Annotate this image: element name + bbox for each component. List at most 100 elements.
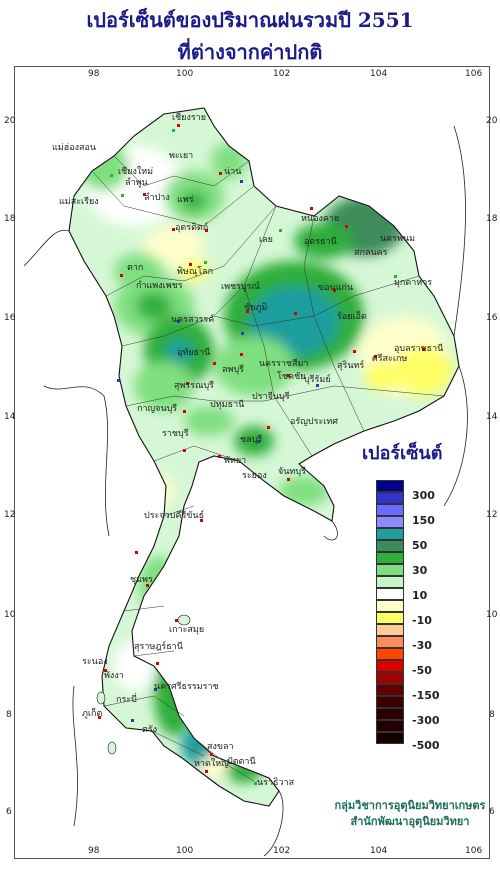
legend-swatch bbox=[376, 648, 404, 660]
legend-swatch bbox=[376, 720, 404, 732]
legend-label: -150 bbox=[412, 689, 440, 702]
place-label: นครสวรรค์ bbox=[171, 313, 214, 325]
place-label: นครพนม bbox=[380, 234, 415, 244]
legend-label: 150 bbox=[412, 514, 435, 527]
legend-colorbar bbox=[376, 480, 404, 744]
place-label: กำแพงเพชร bbox=[136, 280, 183, 291]
legend-swatch bbox=[376, 660, 404, 672]
legend-swatch bbox=[376, 708, 404, 720]
lat-tick-right-16: 16 bbox=[486, 313, 498, 323]
place-label: ลำปาง bbox=[144, 192, 170, 203]
legend-swatch bbox=[376, 696, 404, 708]
place-label: อรัญประเทศ bbox=[290, 417, 338, 427]
lat-tick-left-12: 12 bbox=[4, 510, 16, 520]
place-label: เชียงราย bbox=[172, 112, 206, 123]
place-label: ราชบุรี bbox=[162, 428, 189, 439]
place-label: ขอนแก่น bbox=[318, 283, 353, 293]
place-label: ปัตตานี bbox=[227, 756, 256, 767]
credit-line1: กลุ่มวิชาการอุตุนิยมวิทยาเกษตร bbox=[334, 799, 486, 812]
lat-tick-left-20: 20 bbox=[4, 116, 16, 126]
lat-tick-left-14: 14 bbox=[4, 412, 16, 422]
place-label: กาญจนบุรี bbox=[137, 403, 177, 414]
lat-tick-right-14: 14 bbox=[486, 412, 498, 422]
place-label: ภูเก็ต bbox=[82, 706, 102, 719]
lat-tick-right-8: 8 bbox=[489, 710, 495, 720]
lat-tick-right-12: 12 bbox=[486, 510, 498, 520]
place-label: มุกดาหาร bbox=[394, 278, 432, 288]
legend-swatch bbox=[376, 732, 404, 744]
lat-tick-right-6: 6 bbox=[489, 807, 495, 817]
place-labels: เชียงราย แม่ฮ่องสอน เชียงใหม่ ลำพูน พะเย… bbox=[52, 112, 443, 788]
place-label: น่าน bbox=[224, 167, 241, 177]
province-boundaries bbox=[91, 155, 445, 782]
lat-tick-left-10: 10 bbox=[4, 610, 16, 620]
legend-label: 30 bbox=[412, 564, 428, 577]
lat-tick-right-10: 10 bbox=[486, 610, 498, 620]
legend-label: -10 bbox=[412, 614, 432, 627]
legend-swatch bbox=[376, 624, 404, 636]
place-label: ลำพูน bbox=[125, 177, 148, 188]
legend-label: -30 bbox=[412, 639, 432, 652]
legend-label: -500 bbox=[412, 739, 440, 752]
place-label: อุดรธานี bbox=[304, 236, 337, 247]
place-label: อุตรดิตถ์ bbox=[175, 221, 208, 233]
islands bbox=[96, 614, 191, 755]
lon-tick-top-102: 102 bbox=[273, 69, 291, 79]
legend-labels: 300 150 50 30 10 -10 -30 -50 -150 -300 -… bbox=[412, 485, 440, 756]
neighbour-boundaries bbox=[23, 125, 468, 857]
legend-label: 10 bbox=[412, 589, 428, 602]
legend-swatch bbox=[376, 540, 404, 552]
legend-title: เปอร์เซ็นต์ bbox=[362, 443, 443, 464]
place-label: สุราษฎร์ธานี bbox=[134, 640, 183, 652]
place-label: พิษณุโลก bbox=[177, 266, 213, 277]
lon-tick-top-100: 100 bbox=[176, 69, 194, 79]
lat-tick-right-18: 18 bbox=[486, 214, 498, 224]
place-label: หาดใหญ่ bbox=[194, 758, 229, 769]
lat-tick-left-8: 8 bbox=[6, 710, 12, 720]
place-label: แม่สะเรียง bbox=[59, 196, 99, 207]
place-label: ระยอง bbox=[242, 471, 267, 481]
lat-tick-left-16: 16 bbox=[4, 313, 16, 323]
legend-swatch bbox=[376, 600, 404, 612]
legend-swatch bbox=[376, 684, 404, 696]
place-label: ร้อยเอ็ด bbox=[337, 309, 367, 322]
place-label: พะเยา bbox=[169, 151, 193, 161]
lat-tick-left-6: 6 bbox=[6, 807, 12, 817]
place-label: สุรินทร์ bbox=[337, 359, 364, 371]
place-label: ศรีสะเกษ bbox=[372, 353, 407, 364]
place-label: โชคชัย bbox=[277, 371, 305, 382]
place-label: นราธิวาส bbox=[257, 777, 295, 788]
legend-swatch bbox=[376, 492, 404, 504]
legend-swatch bbox=[376, 528, 404, 540]
lon-tick-top-98: 98 bbox=[88, 69, 100, 79]
place-label: เกาะสมุย bbox=[169, 625, 204, 635]
legend-swatch bbox=[376, 480, 404, 492]
legend-swatch bbox=[376, 636, 404, 648]
place-label: ปราจีนบุรี bbox=[252, 391, 290, 402]
map-title-line1: เปอร์เซ็นต์ของปริมาณฝนรวมปี 2551 bbox=[86, 8, 414, 32]
place-label: อุบลราชธานี bbox=[394, 343, 443, 354]
legend-swatch bbox=[376, 516, 404, 528]
place-label: สุพรรณบุรี bbox=[174, 380, 214, 391]
place-label: ระนอง bbox=[82, 657, 108, 667]
place-label: ชุมพร bbox=[130, 575, 153, 585]
place-label: หนองคาย bbox=[301, 214, 339, 224]
place-label: ตาก bbox=[127, 263, 143, 273]
place-label: นครราชสีมา bbox=[259, 358, 308, 369]
place-label: พัทยา bbox=[224, 456, 246, 466]
place-label: บุรีรัมย์ bbox=[304, 373, 331, 385]
place-label: ประจวบคีรีขันธ์ bbox=[144, 509, 204, 521]
legend-swatch bbox=[376, 612, 404, 624]
legend-swatch bbox=[376, 588, 404, 600]
lon-tick-bottom-104: 104 bbox=[370, 846, 388, 856]
place-label: สงขลา bbox=[207, 742, 234, 752]
place-label: เลย bbox=[259, 235, 273, 245]
place-label: เพชรบูรณ์ bbox=[221, 280, 260, 292]
lon-tick-top-106: 106 bbox=[465, 69, 483, 79]
place-label: อุทัยธานี bbox=[177, 347, 210, 358]
legend-label: 300 bbox=[412, 489, 435, 502]
place-label: จันทบุรี bbox=[278, 466, 306, 477]
legend-swatch bbox=[376, 564, 404, 576]
place-label: ปทุมธานี bbox=[210, 399, 244, 410]
place-label: แพร่ bbox=[177, 195, 194, 205]
